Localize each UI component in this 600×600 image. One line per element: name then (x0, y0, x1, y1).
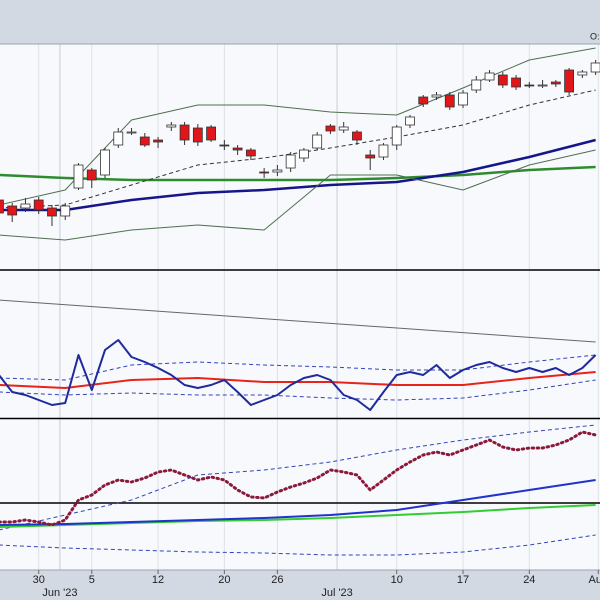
candle-body (391, 126, 402, 146)
candle-body (431, 94, 442, 98)
indicator-panel (0, 424, 600, 556)
x-tick-label: Aug (588, 574, 600, 586)
x-tick-label: 24 (523, 574, 535, 586)
line-series (0, 165, 596, 182)
candle-body (86, 169, 97, 181)
candle-body (153, 139, 163, 143)
candle-body (484, 72, 495, 81)
x-tick-label: 26 (271, 574, 283, 586)
plot-area (0, 44, 600, 570)
candle-body (245, 149, 256, 157)
candle-body (192, 127, 203, 143)
candle-body (352, 131, 362, 141)
candle-body (418, 96, 429, 105)
candle-body (272, 169, 283, 173)
month-label: Jun '23 (42, 587, 77, 599)
line-series (0, 149, 596, 241)
candle-body (7, 205, 18, 216)
candle-body (60, 205, 71, 217)
x-tick-label: 20 (218, 574, 230, 586)
candle-body (405, 116, 415, 126)
month-label: Jul '23 (321, 587, 352, 599)
line-series (0, 299, 596, 343)
candle-body (524, 84, 535, 87)
x-axis: 30 5 12 20 26 10 17 24 Aug Jun '23 Jul '23 (33, 570, 600, 599)
line-series (0, 479, 596, 526)
candle-body (590, 62, 600, 73)
candle-body (113, 131, 124, 146)
line-series (0, 89, 596, 209)
candle-body (232, 147, 243, 151)
candle-body (444, 94, 455, 108)
candle-body (458, 92, 468, 106)
candle-body (378, 144, 389, 158)
x-tick-label: 10 (391, 574, 403, 586)
candle-body (312, 134, 323, 149)
candle-body (206, 126, 216, 141)
x-tick-label: 30 (33, 574, 45, 586)
header-text: O: (590, 31, 600, 41)
candle-body (365, 154, 376, 159)
x-tick-label: 5 (89, 574, 95, 586)
price-panel (0, 47, 600, 241)
candle-body (33, 199, 44, 211)
candle-body (511, 77, 521, 88)
candle-body (564, 69, 575, 93)
line-series (0, 430, 598, 527)
candle-body (219, 144, 230, 147)
candle-body (325, 125, 336, 132)
candle-body (179, 124, 190, 141)
candle-body (299, 149, 309, 159)
candle-body (0, 199, 4, 214)
candle-body (338, 126, 349, 131)
line-series (0, 424, 596, 531)
oscillator-panel (0, 299, 597, 411)
candle-body (139, 136, 150, 146)
candle-body (577, 71, 588, 76)
candle-body (497, 74, 508, 86)
candle-body (285, 154, 296, 169)
line-series (0, 379, 596, 401)
candle-body (471, 79, 482, 91)
candle-body (537, 84, 548, 87)
candle-body (47, 207, 57, 217)
x-tick-label: 17 (457, 574, 469, 586)
line-series (0, 138, 596, 212)
candle-body (73, 164, 84, 189)
candle-body (259, 171, 270, 174)
candle-body (166, 124, 177, 128)
x-tick-label: 12 (152, 574, 164, 586)
candle-body (550, 81, 561, 85)
candle-body (20, 203, 31, 209)
candle-body (100, 149, 110, 176)
line-series (0, 339, 597, 411)
candle-body (126, 131, 137, 134)
line-series (0, 534, 596, 556)
line-series (0, 47, 596, 206)
